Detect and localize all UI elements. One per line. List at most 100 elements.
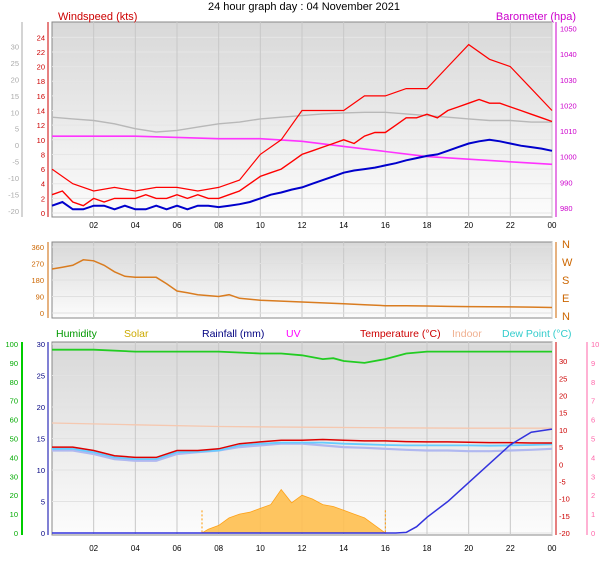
panel3-uv-tick: 5 <box>591 435 595 444</box>
panel1-right-tick: 1000 <box>560 153 577 162</box>
legend-rainfall: Rainfall (mm) <box>202 328 264 340</box>
panel3-x-tick: 12 <box>298 544 307 553</box>
panel1-outer-tick: 0 <box>15 141 19 150</box>
panel1-outer-tick: 30 <box>11 42 19 51</box>
panel3-x-tick: 02 <box>89 544 98 553</box>
panel3-humidity-tick: 100 <box>5 340 18 349</box>
panel3-x-tick: 08 <box>214 544 223 553</box>
panel3-temp-tick: 20 <box>559 392 567 401</box>
panel3-uv-tick: 0 <box>591 529 595 538</box>
panel3-x-tick: 14 <box>339 544 348 553</box>
panel1-x-tick: 16 <box>381 221 390 230</box>
panel3-x-tick: 18 <box>423 544 432 553</box>
panel1-x-tick: 18 <box>423 221 432 230</box>
panel2-left-tick: 90 <box>36 293 44 302</box>
panel1-left-tick: 0 <box>41 209 45 218</box>
panel3-temp-tick: -20 <box>559 529 570 538</box>
windspeed-line <box>51 98 553 207</box>
panel3-temp-tick: 0 <box>559 460 563 469</box>
panel3-humidity-tick: 80 <box>10 378 18 387</box>
panel3-humidity-tick: 90 <box>10 359 18 368</box>
panel3-x-tick: 06 <box>173 544 182 553</box>
panel1-outer-tick: 25 <box>11 59 19 68</box>
panel1-x-tick: 00 <box>548 221 557 230</box>
panel3-rain-tick: 25 <box>37 372 45 381</box>
panel1-x-tick: 02 <box>89 221 98 230</box>
panel3-temp-tick: -15 <box>559 512 570 521</box>
panel3-rain-tick: 15 <box>37 435 45 444</box>
gust-line <box>51 43 553 192</box>
indoor-temp-line <box>51 422 552 429</box>
legend-solar: Solar <box>124 328 149 340</box>
panel1-x-tick: 06 <box>173 221 182 230</box>
legend-uv: UV <box>286 328 301 340</box>
panel3-temp-tick: 25 <box>559 374 567 383</box>
panel3-temp-tick: -5 <box>559 477 566 486</box>
panel1-left-tick: 8 <box>41 150 45 159</box>
panel3-humidity-tick: 20 <box>10 491 18 500</box>
panel3-uv-tick: 8 <box>591 378 595 387</box>
panel3-uv-tick: 3 <box>591 472 595 481</box>
chart-title: 24 hour graph day : 04 November 2021 <box>208 1 400 13</box>
panel3-rain-tick: 10 <box>37 466 45 475</box>
average-wind-line <box>51 138 553 211</box>
panel3-x-tick: 10 <box>256 544 265 553</box>
panel1-outer-tick: 15 <box>11 92 19 101</box>
panel1-outer-tick: 5 <box>15 125 19 134</box>
panel3-humidity-tick: 10 <box>10 510 18 519</box>
panel1-right-tick: 1030 <box>560 76 577 85</box>
panel3-uv-tick: 9 <box>591 359 595 368</box>
legend-indoor: Indoor <box>452 328 482 340</box>
panel3-rain-tick: 20 <box>37 403 45 412</box>
panel2-compass-label: W <box>562 257 573 269</box>
panel3-rain-tick: 30 <box>37 340 45 349</box>
panel2-left-tick: 180 <box>31 276 44 285</box>
panel1-left-tick: 22 <box>37 48 45 57</box>
solar-area <box>200 488 387 534</box>
panel1-ylabel-left: Windspeed (kts) <box>58 11 137 23</box>
panel3-uv-tick: 2 <box>591 491 595 500</box>
panel3-x-tick: 16 <box>381 544 390 553</box>
panel3-humidity-tick: 30 <box>10 472 18 481</box>
panel1-left-tick: 14 <box>37 107 45 116</box>
legend-temperature: Temperature (°C) <box>360 328 441 340</box>
panel3-x-tick: 00 <box>548 544 557 553</box>
panel1-x-tick: 04 <box>131 221 140 230</box>
panel3-x-tick: 20 <box>464 544 473 553</box>
panel3-humidity-tick: 70 <box>10 397 18 406</box>
panel1-x-tick: 20 <box>464 221 473 230</box>
wind-direction-line <box>51 259 553 309</box>
humidity-line <box>52 348 552 364</box>
panel1-left-tick: 16 <box>37 92 45 101</box>
panel1-left-tick: 12 <box>37 121 45 130</box>
panel3-temp-tick: 5 <box>559 443 563 452</box>
legend-humidity: Humidity <box>56 328 98 340</box>
panel1-right-tick: 1020 <box>560 101 577 110</box>
panel3-temp-tick: -10 <box>559 495 570 504</box>
panel3-humidity-tick: 0 <box>14 529 18 538</box>
panel1-outer-tick: 20 <box>11 75 19 84</box>
panel1-right-tick: 1050 <box>560 25 577 34</box>
panel1-right-tick: 1040 <box>560 50 577 59</box>
feelslike-line <box>52 442 553 462</box>
panel3-temp-tick: 30 <box>559 357 567 366</box>
panel1-left-tick: 4 <box>41 180 45 189</box>
panel1-outer-tick: -15 <box>8 191 19 200</box>
panel3-temp-tick: 15 <box>559 409 567 418</box>
barometer-line <box>52 135 553 166</box>
panel1-left-tick: 2 <box>41 194 45 203</box>
panel3-uv-tick: 7 <box>591 397 595 406</box>
panel1-left-tick: 18 <box>37 77 45 86</box>
panel1-left-tick: 10 <box>37 136 45 145</box>
panel2-compass-label: N <box>562 239 570 251</box>
panel3-humidity-tick: 50 <box>10 435 18 444</box>
panel3-uv-tick: 4 <box>591 453 595 462</box>
panel1-x-tick: 08 <box>214 221 223 230</box>
panel1-left-tick: 24 <box>37 33 45 42</box>
panel3-rain-tick: 5 <box>41 498 45 507</box>
panel3-rain-tick: 0 <box>41 529 45 538</box>
panel2-compass-label: E <box>562 293 569 305</box>
panel1-outer-tick: 10 <box>11 108 19 117</box>
